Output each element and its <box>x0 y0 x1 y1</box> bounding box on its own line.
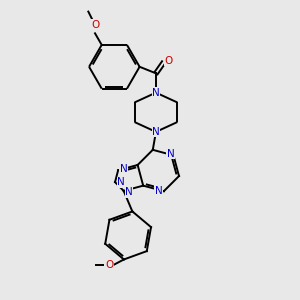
Text: O: O <box>105 260 113 270</box>
Text: N: N <box>120 164 128 174</box>
Text: N: N <box>117 177 125 187</box>
Text: N: N <box>152 88 160 98</box>
Text: N: N <box>154 186 162 196</box>
Text: N: N <box>167 149 174 159</box>
Text: N: N <box>125 188 133 197</box>
Text: O: O <box>165 56 173 66</box>
Text: O: O <box>91 20 99 30</box>
Text: N: N <box>152 127 160 137</box>
